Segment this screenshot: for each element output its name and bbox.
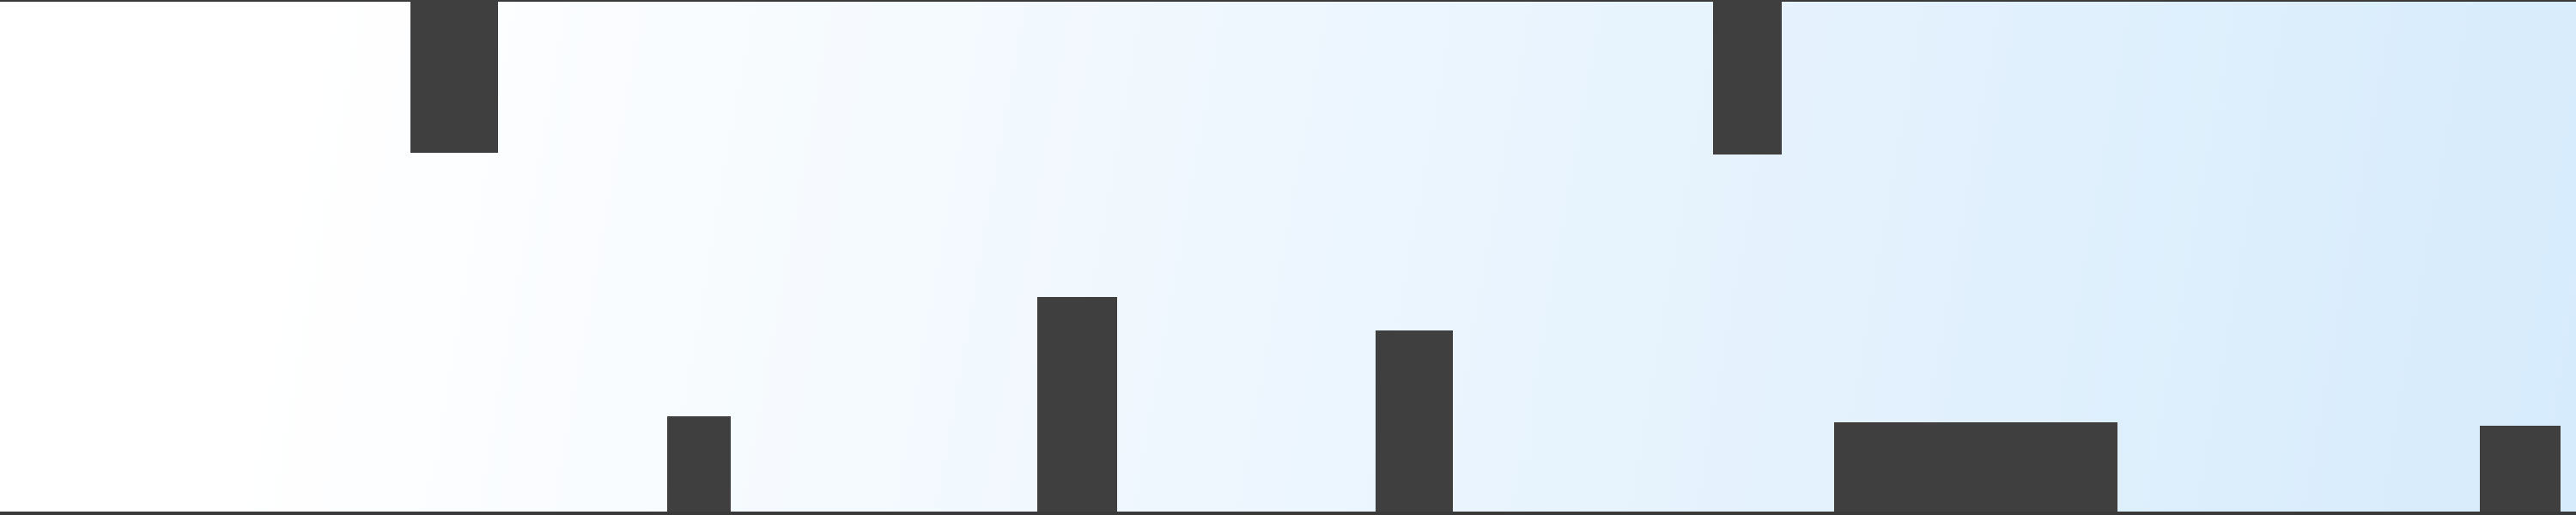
ground-obstacle xyxy=(2480,426,2561,515)
floor-line xyxy=(0,512,2576,515)
ground-obstacle xyxy=(1037,297,1117,515)
hanging-obstacle xyxy=(1713,0,1782,154)
hanging-obstacle xyxy=(410,0,498,153)
ceiling-line xyxy=(0,0,2576,2)
ground-obstacle xyxy=(667,416,731,515)
ground-obstacle xyxy=(1376,330,1453,515)
ground-obstacle xyxy=(1834,422,2117,515)
